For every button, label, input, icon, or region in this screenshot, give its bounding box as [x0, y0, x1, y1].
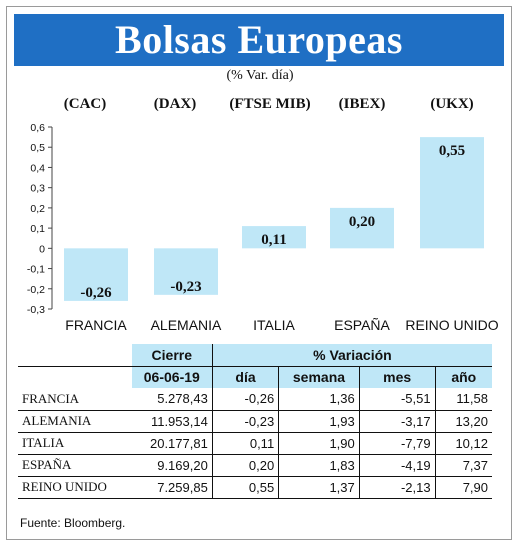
cierre-value: 20.177,81: [131, 432, 213, 455]
blank-subheader-cell: [18, 365, 132, 388]
index-label-cac: (CAC): [63, 96, 107, 112]
x-category-label: FRANCIA: [65, 317, 127, 333]
dia-value: -0,26: [211, 388, 279, 411]
semana-value: 1,93: [278, 410, 360, 433]
bar-chart: 0,6 0,5 0,4 0,3 0,2 0,1 0 -0,1 -0,2 -0,3 -0,26 FRAN…: [27, 122, 499, 333]
x-category-label: REINO UNIDO: [405, 317, 498, 333]
title-banner: Bolsas Europeas: [14, 14, 504, 66]
source-note: Fuente: Bloomberg.: [20, 516, 126, 530]
semana-value: 1,37: [278, 476, 360, 499]
row-name: FRANCIA: [18, 388, 132, 411]
chart-subtitle: (% Var. día): [226, 68, 294, 83]
index-label-dax: (DAX): [153, 96, 197, 112]
bar: [154, 248, 218, 295]
bar-value-label: 0,20: [349, 214, 375, 230]
index-label-ukx: (UKX): [430, 96, 474, 112]
y-tick-label: -0,2: [27, 284, 45, 296]
semana-header: semana: [278, 365, 360, 388]
ano-value: 7,90: [434, 476, 492, 499]
cierre-header: Cierre: [131, 344, 213, 366]
bar: [242, 226, 306, 249]
y-tick-label: 0,2: [30, 203, 45, 215]
mes-header: mes: [358, 365, 436, 388]
y-tick-label: 0,3: [30, 183, 45, 195]
mes-value: -5,51: [358, 388, 436, 411]
bar-value-label: -0,23: [170, 279, 201, 295]
cierre-value: 11.953,14: [131, 410, 213, 433]
table-row: ESPAÑA 9.169,20 0,20 1,83 -4,19 7,37: [18, 454, 492, 477]
dia-value: 0,20: [211, 454, 279, 477]
table-row: REINO UNIDO 7.259,85 0,55 1,37 -2,13 7,90: [18, 476, 492, 499]
mes-value: -3,17: [358, 410, 436, 433]
row-name: ITALIA: [18, 432, 132, 455]
infographic-frame: [6, 6, 512, 540]
mes-value: -7,79: [358, 432, 436, 455]
ano-value: 11,58: [434, 388, 492, 411]
index-label-ibex: (IBEX): [338, 96, 386, 112]
cierre-value: 5.278,43: [131, 388, 213, 411]
bar: [64, 248, 128, 301]
table-row: ALEMANIA 11.953,14 -0,23 1,93 -3,17 13,20: [18, 410, 492, 433]
ano-value: 7,37: [434, 454, 492, 477]
dia-value: -0,23: [211, 410, 279, 433]
ano-value: 10,12: [434, 432, 492, 455]
table-row: FRANCIA 5.278,43 -0,26 1,36 -5,51 11,58: [18, 388, 492, 411]
x-category-label: ALEMANIA: [151, 317, 222, 333]
y-tick-label: 0: [39, 243, 45, 255]
row-name: ALEMANIA: [18, 410, 132, 433]
bar-value-label: 0,11: [261, 232, 286, 248]
dia-value: 0,55: [211, 476, 279, 499]
mes-value: -2,13: [358, 476, 436, 499]
row-name: REINO UNIDO: [18, 476, 132, 499]
y-tick-label: 0,1: [30, 223, 45, 235]
row-name: ESPAÑA: [18, 454, 132, 477]
y-tick-label: -0,1: [27, 264, 45, 276]
bar: [420, 137, 484, 249]
cierre-value: 9.169,20: [131, 454, 213, 477]
x-category-label: ITALIA: [253, 317, 295, 333]
y-tick-label: -0,3: [27, 304, 45, 316]
bar: [330, 207, 394, 249]
dia-value: 0,11: [211, 432, 279, 455]
bar-value-label: 0,55: [439, 143, 465, 159]
y-tick-label: 0,4: [30, 162, 45, 174]
mes-value: -4,19: [358, 454, 436, 477]
x-category-label: ESPAÑA: [334, 317, 390, 333]
semana-value: 1,90: [278, 432, 360, 455]
bar-value-label: -0,26: [80, 285, 112, 301]
blank-header-cell: [18, 344, 132, 366]
y-tick-label: 0,6: [30, 122, 45, 134]
semana-value: 1,83: [278, 454, 360, 477]
dia-header: día: [211, 365, 279, 388]
variacion-header: % Variación: [211, 344, 492, 366]
ano-header: año: [434, 365, 492, 388]
semana-value: 1,36: [278, 388, 360, 411]
cierre-value: 7.259,85: [131, 476, 213, 499]
date-header: 06-06-19: [131, 365, 213, 388]
ano-value: 13,20: [434, 410, 492, 433]
closing-table: Cierre % Variación 06-06-19 día semana m…: [18, 344, 492, 499]
table-row: ITALIA 20.177,81 0,11 1,90 -7,79 10,12: [18, 432, 492, 455]
y-tick-label: 0,5: [30, 142, 45, 154]
index-label-ftse-mib: (FTSE MIB): [229, 96, 311, 112]
